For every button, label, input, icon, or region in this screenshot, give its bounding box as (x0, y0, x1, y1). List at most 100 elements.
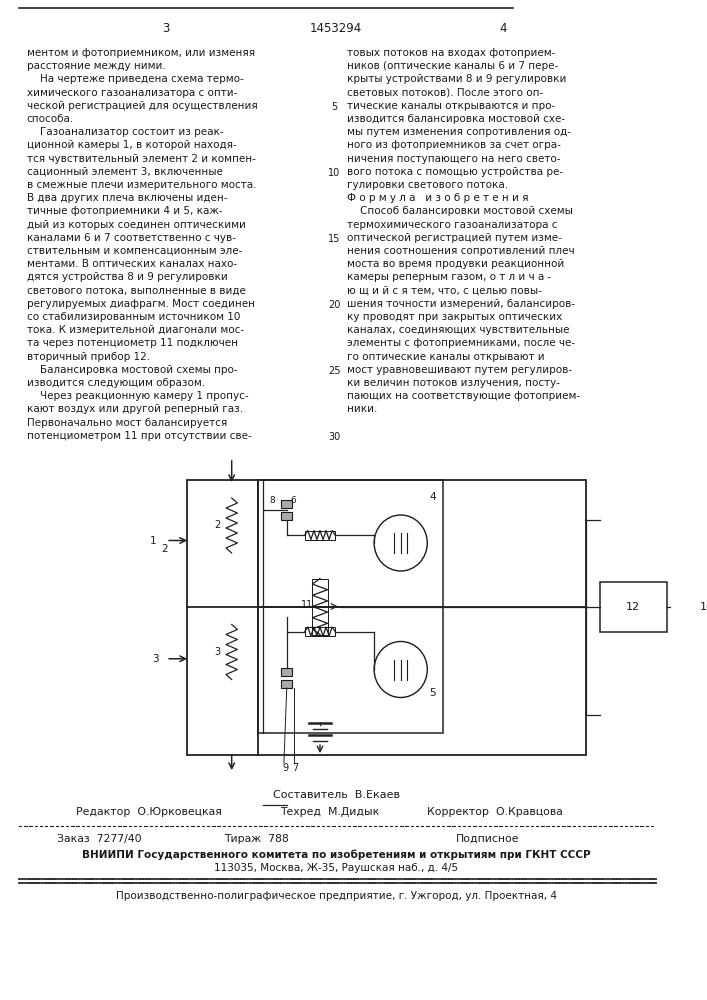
Text: Редактор  О.Юрковецкая: Редактор О.Юрковецкая (76, 807, 222, 817)
Text: дый из которых соединен оптическими: дый из которых соединен оптическими (27, 220, 245, 230)
Text: гулировки светового потока.: гулировки светового потока. (346, 180, 508, 190)
Text: Первоначально мост балансируется: Первоначально мост балансируется (27, 418, 227, 428)
Text: расстояние между ними.: расстояние между ними. (27, 61, 165, 71)
Text: со стабилизированным источником 10: со стабилизированным источником 10 (27, 312, 240, 322)
Text: 3: 3 (163, 22, 170, 35)
Bar (281, 668, 293, 676)
Text: 3: 3 (152, 654, 158, 664)
Text: вторичный прибор 12.: вторичный прибор 12. (27, 352, 150, 362)
Text: оптической регистрацией путем изме-: оптической регистрацией путем изме- (346, 233, 561, 243)
Bar (678, 582, 707, 632)
Text: 4: 4 (429, 492, 436, 502)
Text: крыты устройствами 8 и 9 регулировки: крыты устройствами 8 и 9 регулировки (346, 74, 566, 84)
Text: Подписное: Подписное (456, 834, 519, 844)
Text: 12: 12 (626, 601, 641, 611)
Text: изводится балансировка мостовой схе-: изводится балансировка мостовой схе- (346, 114, 565, 124)
Text: 2: 2 (214, 520, 221, 530)
Text: химического газоанализатора с опти-: химического газоанализатора с опти- (27, 88, 237, 98)
Text: Производственно-полиграфическое предприятие, г. Ужгород, ул. Проектная, 4: Производственно-полиграфическое предприя… (116, 891, 556, 901)
Text: тся чувствительный элемент 2 и компен-: тся чувствительный элемент 2 и компен- (27, 154, 255, 164)
Bar (281, 512, 293, 520)
Text: товых потоков на входах фотоприем-: товых потоков на входах фотоприем- (346, 48, 555, 58)
Text: моста во время продувки реакционной: моста во время продувки реакционной (346, 259, 563, 269)
Text: потенциометром 11 при отсутствии све-: потенциометром 11 при отсутствии све- (27, 431, 251, 441)
Text: в смежные плечи измерительного моста.: в смежные плечи измерительного моста. (27, 180, 256, 190)
Text: Через реакционную камеру 1 пропус-: Через реакционную камеру 1 пропус- (27, 391, 248, 401)
Text: 10: 10 (699, 601, 707, 611)
Text: 5: 5 (429, 688, 436, 698)
Text: регулируемых диафрагм. Мост соединен: регулируемых диафрагм. Мост соединен (27, 299, 255, 309)
Text: Техред  М.Дидык: Техред М.Дидык (280, 807, 380, 817)
Text: та через потенциометр 11 подключен: та через потенциометр 11 подключен (27, 338, 238, 348)
Text: ники.: ники. (346, 404, 377, 414)
Text: мост уравновешивают путем регулиров-: мост уравновешивают путем регулиров- (346, 365, 572, 375)
Text: тические каналы открываются и про-: тические каналы открываются и про- (346, 101, 555, 111)
Text: 6: 6 (291, 496, 296, 505)
Text: камеры реперным газом, о т л и ч а -: камеры реперным газом, о т л и ч а - (346, 272, 551, 282)
Text: Газоанализатор состоит из реак-: Газоанализатор состоит из реак- (27, 127, 223, 137)
Text: В два других плеча включены иден-: В два других плеча включены иден- (27, 193, 227, 203)
Text: нения соотношения сопротивлений плеч: нения соотношения сопротивлений плеч (346, 246, 574, 256)
Text: 8: 8 (269, 496, 276, 505)
Text: ВНИИПИ Государственного комитета по изобретениям и открытиям при ГКНТ СССР: ВНИИПИ Государственного комитета по изоб… (82, 849, 590, 859)
Text: ки величин потоков излучения, посту-: ки величин потоков излучения, посту- (346, 378, 559, 388)
Bar (187, 480, 586, 755)
Text: каналах, соединяющих чувствительные: каналах, соединяющих чувствительные (346, 325, 569, 335)
Text: тичные фотоприемники 4 и 5, каж-: тичные фотоприемники 4 и 5, каж- (27, 206, 222, 216)
Text: вого потока с помощью устройства ре-: вого потока с помощью устройства ре- (346, 167, 563, 177)
Text: сационный элемент 3, включенные: сационный элемент 3, включенные (27, 167, 223, 177)
Text: го оптические каналы открывают и: го оптические каналы открывают и (346, 352, 544, 362)
Text: Составитель  В.Екаев: Составитель В.Екаев (273, 790, 399, 800)
Text: 10: 10 (328, 168, 340, 178)
Text: Балансировка мостовой схемы про-: Балансировка мостовой схемы про- (27, 365, 238, 375)
Text: ментами. В оптических каналах нахо-: ментами. В оптических каналах нахо- (27, 259, 237, 269)
Text: 1453294: 1453294 (310, 22, 362, 35)
Text: 15: 15 (328, 234, 341, 244)
Bar (258, 480, 443, 606)
Text: ционной камеры 1, в которой находя-: ционной камеры 1, в которой находя- (27, 140, 236, 150)
Text: 5: 5 (331, 102, 337, 112)
Text: способа.: способа. (27, 114, 74, 124)
Text: каналами 6 и 7 соответственно с чув-: каналами 6 и 7 соответственно с чув- (27, 233, 235, 243)
Text: термохимического газоанализатора с: термохимического газоанализатора с (346, 220, 557, 230)
Text: мы путем изменения сопротивления од-: мы путем изменения сопротивления од- (346, 127, 571, 137)
Text: ментом и фотоприемником, или изменяя: ментом и фотоприемником, или изменяя (27, 48, 255, 58)
Text: 113035, Москва, Ж-35, Раушская наб., д. 4/5: 113035, Москва, Ж-35, Раушская наб., д. … (214, 863, 458, 873)
Text: светового потока, выполненные в виде: светового потока, выполненные в виде (27, 286, 245, 296)
Text: Тираж  788: Тираж 788 (224, 834, 288, 844)
Text: тока. К измерительной диагонали мос-: тока. К измерительной диагонали мос- (27, 325, 244, 335)
Text: 11: 11 (301, 600, 313, 610)
Text: ку проводят при закрытых оптических: ку проводят при закрытых оптических (346, 312, 562, 322)
Text: ческой регистрацией для осуществления: ческой регистрацией для осуществления (27, 101, 257, 111)
Text: 30: 30 (328, 432, 340, 442)
Text: пающих на соответствующие фотоприем-: пающих на соответствующие фотоприем- (346, 391, 580, 401)
Text: 20: 20 (328, 300, 341, 310)
Text: ного из фотоприемников за счет огра-: ного из фотоприемников за счет огра- (346, 140, 561, 150)
Text: Ф о р м у л а   и з о б р е т е н и я: Ф о р м у л а и з о б р е т е н и я (346, 193, 528, 203)
Text: ников (оптические каналы 6 и 7 пере-: ников (оптические каналы 6 и 7 пере- (346, 61, 558, 71)
Text: 25: 25 (328, 366, 341, 376)
Bar (312, 578, 327, 635)
Text: 7: 7 (293, 763, 299, 773)
Text: 1: 1 (150, 536, 157, 546)
Text: 2: 2 (161, 544, 168, 554)
Text: ствительным и компенсационным эле-: ствительным и компенсационным эле- (27, 246, 242, 256)
Bar (305, 530, 335, 540)
Text: ю щ и й с я тем, что, с целью повы-: ю щ и й с я тем, что, с целью повы- (346, 286, 542, 296)
Text: элементы с фотоприемниками, после че-: элементы с фотоприемниками, после че- (346, 338, 575, 348)
Text: 3: 3 (214, 647, 221, 657)
Bar (600, 582, 667, 632)
Bar (258, 606, 443, 733)
Text: Заказ  7277/40: Заказ 7277/40 (57, 834, 141, 844)
Text: изводится следующим образом.: изводится следующим образом. (27, 378, 205, 388)
Text: дятся устройства 8 и 9 регулировки: дятся устройства 8 и 9 регулировки (27, 272, 228, 282)
Text: Корректор  О.Кравцова: Корректор О.Кравцова (427, 807, 563, 817)
Text: На чертеже приведена схема термо-: На чертеже приведена схема термо- (27, 74, 243, 84)
Text: кают воздух или другой реперный газ.: кают воздух или другой реперный газ. (27, 404, 243, 414)
Text: 4: 4 (500, 22, 507, 35)
Text: Способ балансировки мостовой схемы: Способ балансировки мостовой схемы (346, 206, 573, 216)
Text: ничения поступающего на него свето-: ничения поступающего на него свето- (346, 154, 560, 164)
Text: 9: 9 (282, 763, 288, 773)
Bar (281, 500, 293, 508)
Bar (281, 680, 293, 688)
